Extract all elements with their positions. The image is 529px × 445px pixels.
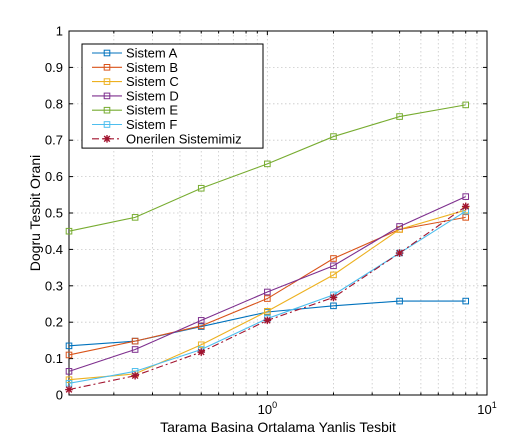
- data-point: [396, 113, 403, 120]
- legend-label: Onerilen Sistemimiz: [126, 131, 242, 146]
- legend-marker: [103, 135, 111, 143]
- legend-label: Sistem D: [126, 88, 179, 103]
- legend-label: Sistem F: [126, 117, 177, 132]
- legend-entry: Sistem D: [92, 88, 179, 103]
- data-point: [330, 262, 337, 270]
- y-tick-label: 0.7: [45, 133, 63, 148]
- y-axis-label: Dogru Tesbit Orani: [27, 155, 43, 271]
- data-point: [263, 316, 272, 325]
- y-tick-label: 1: [56, 24, 63, 39]
- legend-marker: [103, 49, 111, 57]
- legend-marker: [103, 78, 111, 85]
- legend-entry: Sistem B: [92, 60, 178, 75]
- data-point: [395, 249, 404, 257]
- data-point: [65, 376, 73, 384]
- data-point: [65, 342, 73, 350]
- data-point: [330, 271, 337, 279]
- legend-marker: [103, 64, 111, 71]
- data-point: [131, 214, 139, 221]
- x-tick-label: 101: [477, 400, 496, 417]
- x-tick-label: 100: [258, 400, 277, 417]
- legend-label: Sistem A: [126, 46, 178, 61]
- legend-entry: Sistem A: [92, 46, 178, 61]
- legend-marker: [103, 106, 111, 114]
- y-tick-label: 0.2: [45, 315, 63, 330]
- data-point: [396, 223, 403, 230]
- legend-entry: Sistem E: [92, 103, 178, 118]
- y-tick-label: 0.8: [45, 96, 63, 111]
- legend-label: Sistem E: [126, 103, 178, 118]
- data-point: [461, 202, 470, 211]
- data-point: [197, 341, 205, 349]
- data-point: [264, 160, 271, 168]
- data-point: [330, 255, 337, 262]
- y-tick-label: 0.3: [45, 278, 63, 293]
- data-point: [264, 307, 271, 315]
- legend-entry: Sistem C: [92, 74, 179, 89]
- y-tick-label: 0.9: [45, 60, 63, 75]
- y-tick-label: 0.6: [45, 169, 63, 184]
- legend-marker: [103, 121, 111, 128]
- legend-entry: Onerilen Sistemimiz: [92, 131, 242, 146]
- data-point: [197, 348, 206, 356]
- data-point: [131, 337, 139, 345]
- series-4: [65, 193, 470, 375]
- data-point: [462, 193, 470, 200]
- data-point: [462, 297, 470, 305]
- series-5: [65, 101, 470, 235]
- data-point: [131, 346, 139, 353]
- axis-ticks: 0 0.1 0.2 0.3 0.4 0.5 0.6 0.7 0.8 0.9 1 100 101: [45, 24, 497, 418]
- y-tick-label: 0.4: [45, 242, 63, 257]
- data-point: [264, 288, 271, 296]
- x-axis-label: Tarama Basina Ortalama Yanlis Tesbit: [160, 419, 396, 435]
- y-tick-label: 0.5: [45, 206, 63, 221]
- legend-label: Sistem B: [126, 60, 178, 75]
- series-line: [68, 196, 466, 372]
- data-point: [197, 317, 205, 324]
- legend-marker: [103, 92, 111, 100]
- legend-entry: Sistem F: [92, 117, 177, 132]
- legend-label: Sistem C: [126, 74, 179, 89]
- data-point: [329, 293, 338, 302]
- data-point: [65, 385, 73, 394]
- y-tick-label: 0.1: [45, 351, 63, 366]
- series-7: [65, 202, 470, 394]
- data-point: [264, 295, 271, 302]
- series-line: [68, 104, 466, 232]
- data-point: [65, 351, 73, 359]
- series-line: [68, 210, 467, 384]
- series-lines: [65, 101, 470, 394]
- data-point: [65, 368, 73, 375]
- data-point: [131, 371, 139, 380]
- data-point: [462, 214, 470, 221]
- data-point: [330, 133, 337, 140]
- data-point: [330, 302, 337, 310]
- data-point: [396, 297, 403, 305]
- data-point: [462, 101, 470, 109]
- y-tick-label: 0: [56, 388, 63, 403]
- data-point: [197, 184, 205, 192]
- data-point: [65, 227, 73, 235]
